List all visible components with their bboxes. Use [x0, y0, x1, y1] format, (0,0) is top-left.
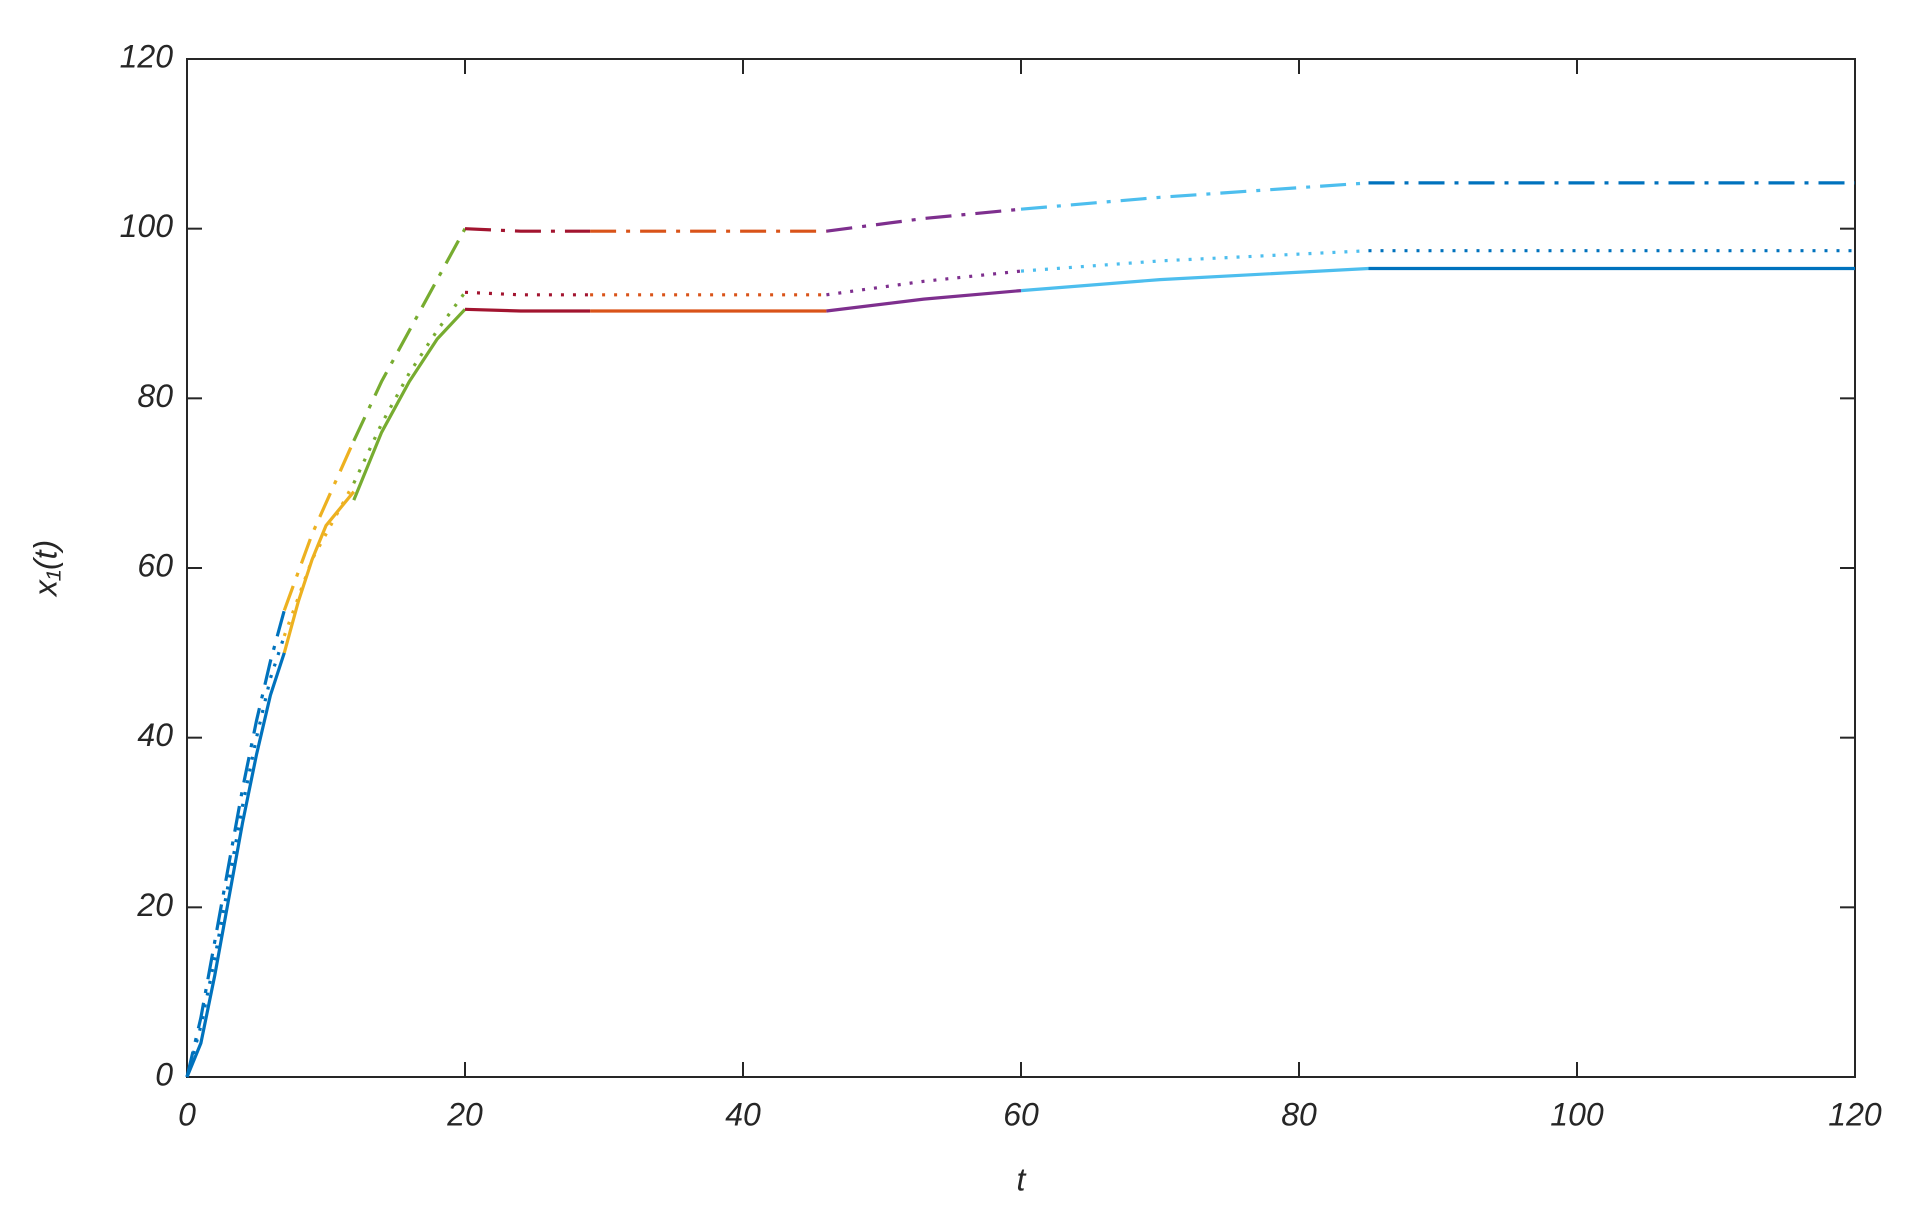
x-tick-label: 60: [1003, 1096, 1039, 1132]
line-segment: [352, 227, 467, 442]
line-segment: [352, 291, 467, 484]
y-tick-label: 80: [137, 378, 173, 414]
line-segment: [185, 635, 286, 1078]
y-tick-label: 20: [136, 887, 173, 923]
line-segment: [1020, 249, 1369, 273]
line-segment: [1020, 266, 1369, 293]
y-tick-label: 40: [137, 717, 173, 753]
line-segment: [464, 307, 591, 313]
line-segment: [464, 227, 591, 233]
x-axis-label: t: [1017, 1161, 1027, 1197]
line-segment: [282, 440, 356, 611]
line-segment: [282, 490, 356, 654]
y-tick-label: 120: [120, 38, 174, 74]
line-segment: [352, 308, 467, 501]
line-segment: [826, 269, 1022, 297]
x-tick-label: 20: [446, 1096, 483, 1132]
line-segment: [1020, 181, 1369, 211]
y-axis-label: x₁(t): [27, 540, 63, 598]
plot-frame: [186, 58, 1856, 1078]
line-segment: [185, 609, 286, 1078]
y-tick-label: 100: [120, 208, 174, 244]
y-tick-label: 60: [137, 547, 173, 583]
line-segment: [185, 652, 286, 1078]
x-tick-label: 100: [1550, 1096, 1604, 1132]
x-tick-label: 40: [725, 1096, 761, 1132]
line-segment: [826, 207, 1022, 233]
x-tick-label: 120: [1828, 1096, 1882, 1132]
line-segment: [826, 289, 1022, 313]
x-tick-label: 80: [1281, 1096, 1317, 1132]
line-segment: [464, 290, 591, 297]
x-tick-label: 0: [178, 1096, 196, 1132]
y-tick-label: 0: [155, 1056, 173, 1092]
